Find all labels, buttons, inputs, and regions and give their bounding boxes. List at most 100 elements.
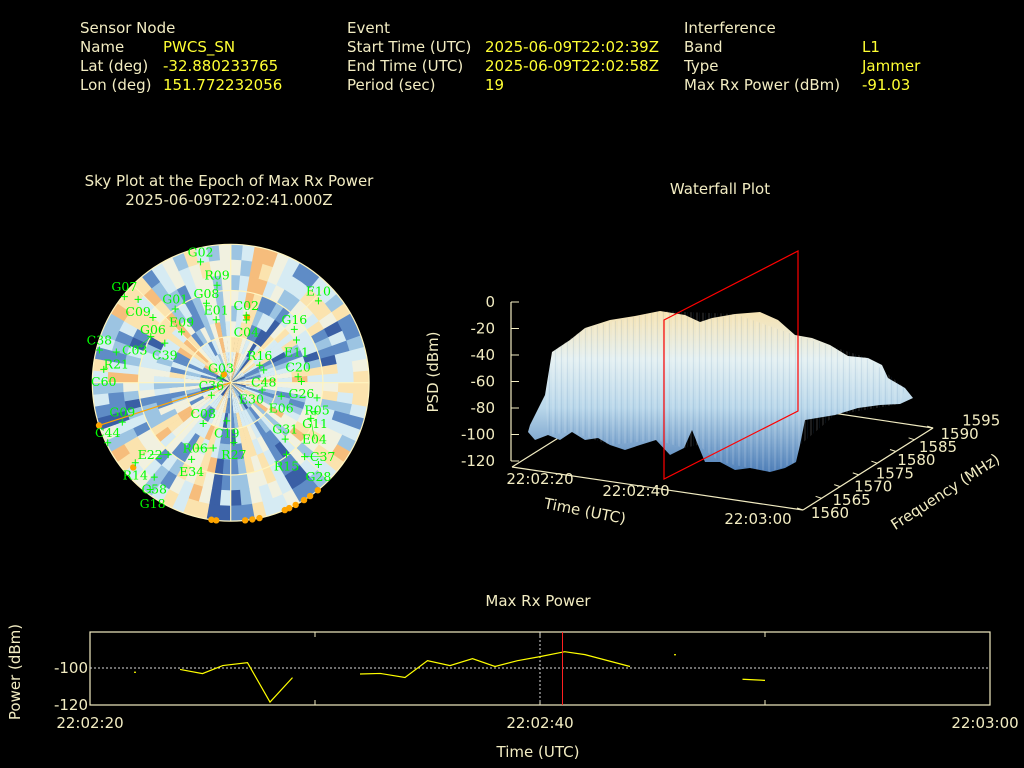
satellite-label: C44 [95, 425, 121, 440]
satellite-plus-icon [314, 297, 322, 305]
sky-cell [191, 451, 205, 470]
satellite-plus-icon [171, 305, 179, 313]
y-tick-label: -120 [54, 696, 88, 714]
sky-cell [209, 323, 220, 341]
sky-cell [241, 244, 256, 263]
sky-cell [188, 482, 204, 502]
sky-cell [230, 244, 244, 261]
satellite-plus-icon [95, 346, 103, 354]
sky-cell [219, 489, 231, 506]
sky-cell [202, 276, 216, 295]
sky-cell [220, 396, 227, 413]
satellite-plus-icon [297, 377, 305, 385]
sky-cell [117, 293, 138, 313]
interference-power-label: Max Rx Power (dBm) [684, 76, 841, 94]
sky-cell [153, 382, 171, 390]
sky-cell [284, 276, 302, 296]
sky-cell [143, 343, 162, 357]
sky-cell [230, 336, 235, 353]
sky-cell [230, 369, 240, 384]
sky-cell [253, 419, 266, 437]
sky-cell [306, 295, 326, 315]
satellite-label: E09 [169, 314, 194, 329]
sky-cell [300, 313, 320, 331]
sky-cell [312, 303, 332, 322]
sky-cell [206, 291, 218, 310]
time-tick-label: 22:03:00 [724, 510, 791, 528]
sky-cell [235, 411, 243, 429]
sky-cell [161, 452, 179, 471]
sky-cell [124, 398, 143, 411]
sky-cell [280, 338, 298, 353]
sky-cell [218, 337, 226, 354]
jammer-marker [213, 517, 220, 524]
sky-cell [230, 375, 245, 384]
sky-cell [194, 500, 210, 519]
sky-cell [136, 450, 156, 470]
jammer-marker [256, 514, 263, 522]
sky-cell [198, 310, 211, 328]
sky-cell [240, 260, 253, 278]
sky-cell [292, 420, 311, 437]
sky-cell [231, 352, 237, 369]
sky-cell [291, 464, 310, 484]
frequency-tick [927, 425, 934, 429]
sky-cell [275, 382, 293, 389]
sky-cell [234, 321, 242, 339]
sky-cell [274, 390, 292, 399]
sky-cell [185, 370, 202, 378]
sky-cell [161, 294, 179, 313]
sky-cell [350, 393, 369, 408]
sky-cell [229, 504, 243, 522]
satellite-R16: R16 [247, 348, 272, 369]
sky-cell [183, 411, 199, 427]
sky-cell [305, 428, 324, 445]
sky-cell [240, 392, 255, 405]
sky-cell [256, 417, 271, 434]
satellite-plus-icon [213, 281, 221, 289]
satellite-plus-icon [120, 293, 128, 301]
sky-cell [169, 270, 187, 291]
sky-cell [351, 358, 369, 373]
sky-cell [279, 312, 297, 330]
satellite-C08: C08 [190, 406, 216, 427]
sky-cell [241, 360, 255, 374]
sky-cell [268, 302, 285, 321]
sky-cell [237, 394, 249, 410]
sky-cell [146, 414, 165, 429]
satellite-plus-icon [283, 450, 291, 458]
sky-cell [198, 347, 212, 362]
sky-cell [230, 382, 245, 391]
satellite-plus-icon [131, 459, 139, 467]
sky-cell [124, 311, 144, 330]
sky-cell [309, 276, 330, 297]
sky-cell [174, 351, 192, 364]
sky-cell [242, 323, 253, 341]
satellite-plus-icon [161, 339, 169, 347]
sky-cell [300, 476, 320, 497]
sensor-name-value: PWCS_SN [163, 38, 236, 56]
sky-cell [141, 475, 161, 497]
sky-cell [153, 375, 171, 383]
satellite-plus-icon [199, 419, 207, 427]
satellite-plus-icon [118, 418, 126, 426]
satellite-label: C20 [285, 359, 311, 374]
sky-cell [243, 388, 259, 399]
frequency-tick-label: 1575 [876, 464, 914, 482]
sky-cell [200, 374, 217, 381]
satellite-G18: G18 [140, 486, 166, 511]
sky-cell [154, 392, 173, 403]
sky-cell [271, 356, 289, 368]
sky-cell [261, 316, 276, 334]
sky-cell [215, 354, 225, 371]
sky-cell [163, 412, 181, 427]
sky-cell [92, 381, 109, 395]
sky-cell [249, 326, 262, 344]
sky-cell [289, 393, 307, 403]
sky-cell [222, 352, 229, 369]
sky-cell [216, 382, 232, 391]
sky-cell [323, 321, 343, 339]
satellite-label: C58 [142, 482, 168, 497]
waterfall-surface-texture [545, 311, 905, 472]
satellite-plus-icon [230, 439, 238, 447]
